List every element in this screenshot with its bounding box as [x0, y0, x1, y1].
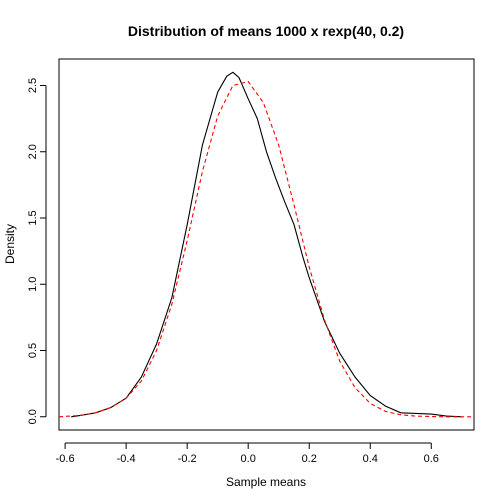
y-axis: 0.0 0.5 1.0 1.5 2.0 2.5: [27, 78, 47, 424]
y-tick-label: 2.0: [27, 144, 39, 159]
y-tick-label: 0.5: [27, 343, 39, 358]
x-tick-label: -0.2: [178, 453, 197, 465]
x-tick-label: 0.2: [302, 453, 317, 465]
chart-title: Distribution of means 1000 x rexp(40, 0.…: [128, 23, 404, 39]
y-axis-label: Density: [3, 224, 17, 264]
y-tick-label: 1.5: [27, 210, 39, 225]
plot-box: [58, 58, 475, 431]
y-tick-label: 0.0: [27, 409, 39, 424]
x-tick-label: 0.0: [241, 453, 256, 465]
x-tick-label: 0.4: [363, 453, 378, 465]
x-tick-label: -0.6: [56, 453, 75, 465]
x-tick-label: 0.6: [424, 453, 439, 465]
y-tick-label: 2.5: [27, 78, 39, 93]
x-axis-label: Sample means: [226, 475, 306, 489]
x-axis: -0.6 -0.4 -0.2 0.0 0.2 0.4 0.6: [56, 442, 439, 465]
density-curve-2: [58, 80, 474, 418]
y-tick-label: 1.0: [27, 277, 39, 292]
curves-layer: [58, 71, 474, 418]
x-tick-label: -0.4: [117, 453, 136, 465]
density-curve-1: [71, 71, 462, 418]
